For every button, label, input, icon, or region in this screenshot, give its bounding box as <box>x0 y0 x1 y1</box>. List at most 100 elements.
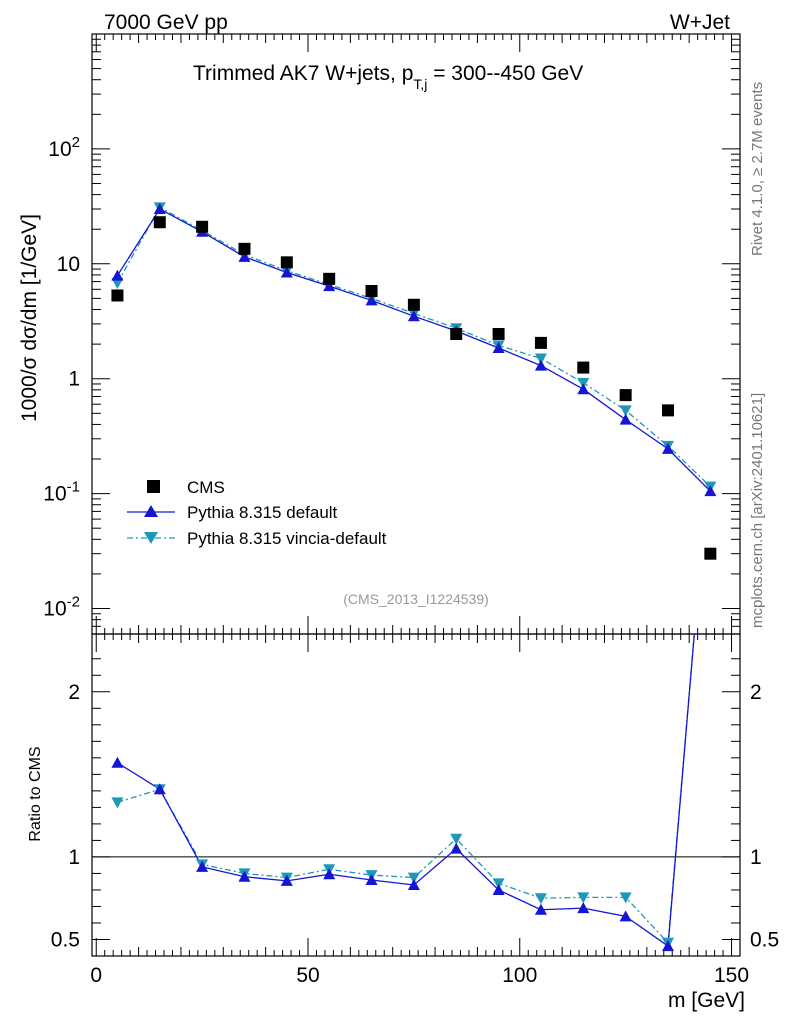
x-tick-label: 150 <box>714 964 749 987</box>
ratio-point-default <box>365 874 378 886</box>
ratio-point-default <box>662 940 674 952</box>
legend-marker-vincia <box>144 532 158 544</box>
main-point-cms <box>111 289 124 302</box>
ratio-axis-ticks <box>92 634 740 956</box>
main-y-tick-label-exponent: 2 <box>72 134 80 151</box>
main-point-default <box>619 413 632 425</box>
header-right: W+Jet <box>670 11 730 34</box>
mcplots-label: mcplots.cern.ch [arXiv:2401.10621] <box>749 393 766 628</box>
main-y-tick-label-exponent: -2 <box>67 594 80 611</box>
main-y-tick-label-base: 10 <box>57 253 80 276</box>
ratio-point-vincia <box>407 872 420 884</box>
main-point-cms <box>662 404 674 417</box>
ratio-point-default <box>238 870 251 882</box>
ratio-point-default <box>323 868 336 880</box>
ratio-point-default <box>619 910 632 922</box>
main-line-vincia <box>116 206 711 488</box>
main-point-default <box>280 266 293 278</box>
ratio-point-vincia <box>534 893 547 905</box>
ratio-point-vincia <box>111 797 124 809</box>
legend-marker-default <box>144 505 158 517</box>
main-point-vincia <box>111 278 124 290</box>
main-point-cms <box>450 327 463 340</box>
ratio-point-default <box>280 874 293 886</box>
main-y-tick-label: 10 <box>57 253 80 276</box>
ratio-point-default <box>111 756 124 768</box>
main-point-cms <box>407 298 420 311</box>
ratio-y-tick-label-right: 2 <box>750 681 762 704</box>
legend-label-vincia: Pythia 8.315 vincia-default <box>187 529 387 548</box>
main-y-tick-label-base: 10 <box>43 598 66 621</box>
main-point-default <box>153 202 166 214</box>
main-point-default <box>577 383 590 395</box>
x-tick-labels: 0 50 100 150 <box>90 964 749 987</box>
main-y-tick-label-exponent: -1 <box>67 479 80 496</box>
main-point-default <box>534 359 547 371</box>
main-point-cms <box>534 336 547 349</box>
main-point-default <box>492 342 505 354</box>
ratio-y-tick-labels: 0.5 0.5 1 1 2 2 <box>51 681 779 952</box>
rivet-version-label: Rivet 4.1.0, ≥ 2.7M events <box>749 82 766 256</box>
ratio-point-default <box>407 878 420 890</box>
main-point-cms <box>619 389 632 402</box>
main-point-default <box>238 250 251 262</box>
x-tick-label: 0 <box>90 964 102 987</box>
main-series-points <box>111 202 717 560</box>
main-title-text: Trimmed AK7 W+jets, p <box>193 62 413 85</box>
main-y-tick-label: 1 <box>68 368 80 391</box>
ratio-point-default <box>196 860 209 872</box>
main-point-default <box>407 310 420 322</box>
x-axis-label: m [GeV] <box>668 989 745 1012</box>
main-title-rest: = 300--450 GeV <box>427 62 583 85</box>
main-point-vincia <box>534 353 547 365</box>
main-point-cms <box>704 547 717 560</box>
ratio-point-default <box>577 902 590 914</box>
ratio-point-default <box>492 883 505 895</box>
legend-marker-cms <box>147 480 160 493</box>
main-y-tick-label: 102 <box>48 134 80 161</box>
legend: CMS Pythia 8.315 default Pythia 8.315 vi… <box>127 478 387 548</box>
main-point-default <box>365 294 378 306</box>
main-y-tick-label-base: 10 <box>43 483 66 506</box>
x-tick-label: 50 <box>296 964 319 987</box>
main-series-lines <box>116 206 711 492</box>
ratio-series-points <box>111 756 674 952</box>
main-point-default <box>704 485 717 497</box>
ratio-point-default <box>153 783 166 795</box>
main-y-tick-label: 10-2 <box>43 594 80 621</box>
main-y-axis-label: 1000/σ dσ/dm [1/GeV] <box>18 214 41 422</box>
legend-label-default: Pythia 8.315 default <box>187 503 338 522</box>
main-line-default <box>116 208 711 492</box>
main-y-tick-label-base: 10 <box>48 138 71 161</box>
main-point-cms <box>577 361 590 374</box>
ratio-point-vincia <box>619 892 632 904</box>
ratio-point-vincia <box>450 833 463 845</box>
main-point-default <box>111 269 124 281</box>
main-point-cms <box>323 272 336 285</box>
header-left: 7000 GeV pp <box>104 11 228 34</box>
x-tick-label: 100 <box>502 964 537 987</box>
main-point-vincia <box>619 405 632 417</box>
main-y-tick-label-base: 1 <box>68 368 80 391</box>
ratio-y-tick-label: 2 <box>68 681 80 704</box>
ratio-y-tick-label-right: 1 <box>750 846 762 869</box>
ratio-line-vincia <box>117 634 695 945</box>
legend-label-cms: CMS <box>187 478 225 497</box>
main-point-cms <box>196 220 209 233</box>
main-title: Trimmed AK7 W+jets, pT,j = 300--450 GeV <box>193 62 583 92</box>
ratio-y-axis-label: Ratio to CMS <box>27 746 44 841</box>
analysis-id: (CMS_2013_I1224539) <box>343 591 489 607</box>
main-point-cms <box>153 216 166 229</box>
main-title-subscript: T,j <box>413 76 427 92</box>
ratio-y-tick-label-right: 0.5 <box>750 928 779 951</box>
ratio-y-tick-label: 0.5 <box>51 928 80 951</box>
ratio-point-default <box>450 842 463 854</box>
main-axis-ticks <box>92 33 740 635</box>
ratio-point-vincia <box>492 878 505 890</box>
ratio-point-default <box>534 903 547 915</box>
main-point-cms <box>238 242 251 255</box>
ratio-point-vincia <box>577 892 590 904</box>
main-point-cms <box>492 327 505 340</box>
